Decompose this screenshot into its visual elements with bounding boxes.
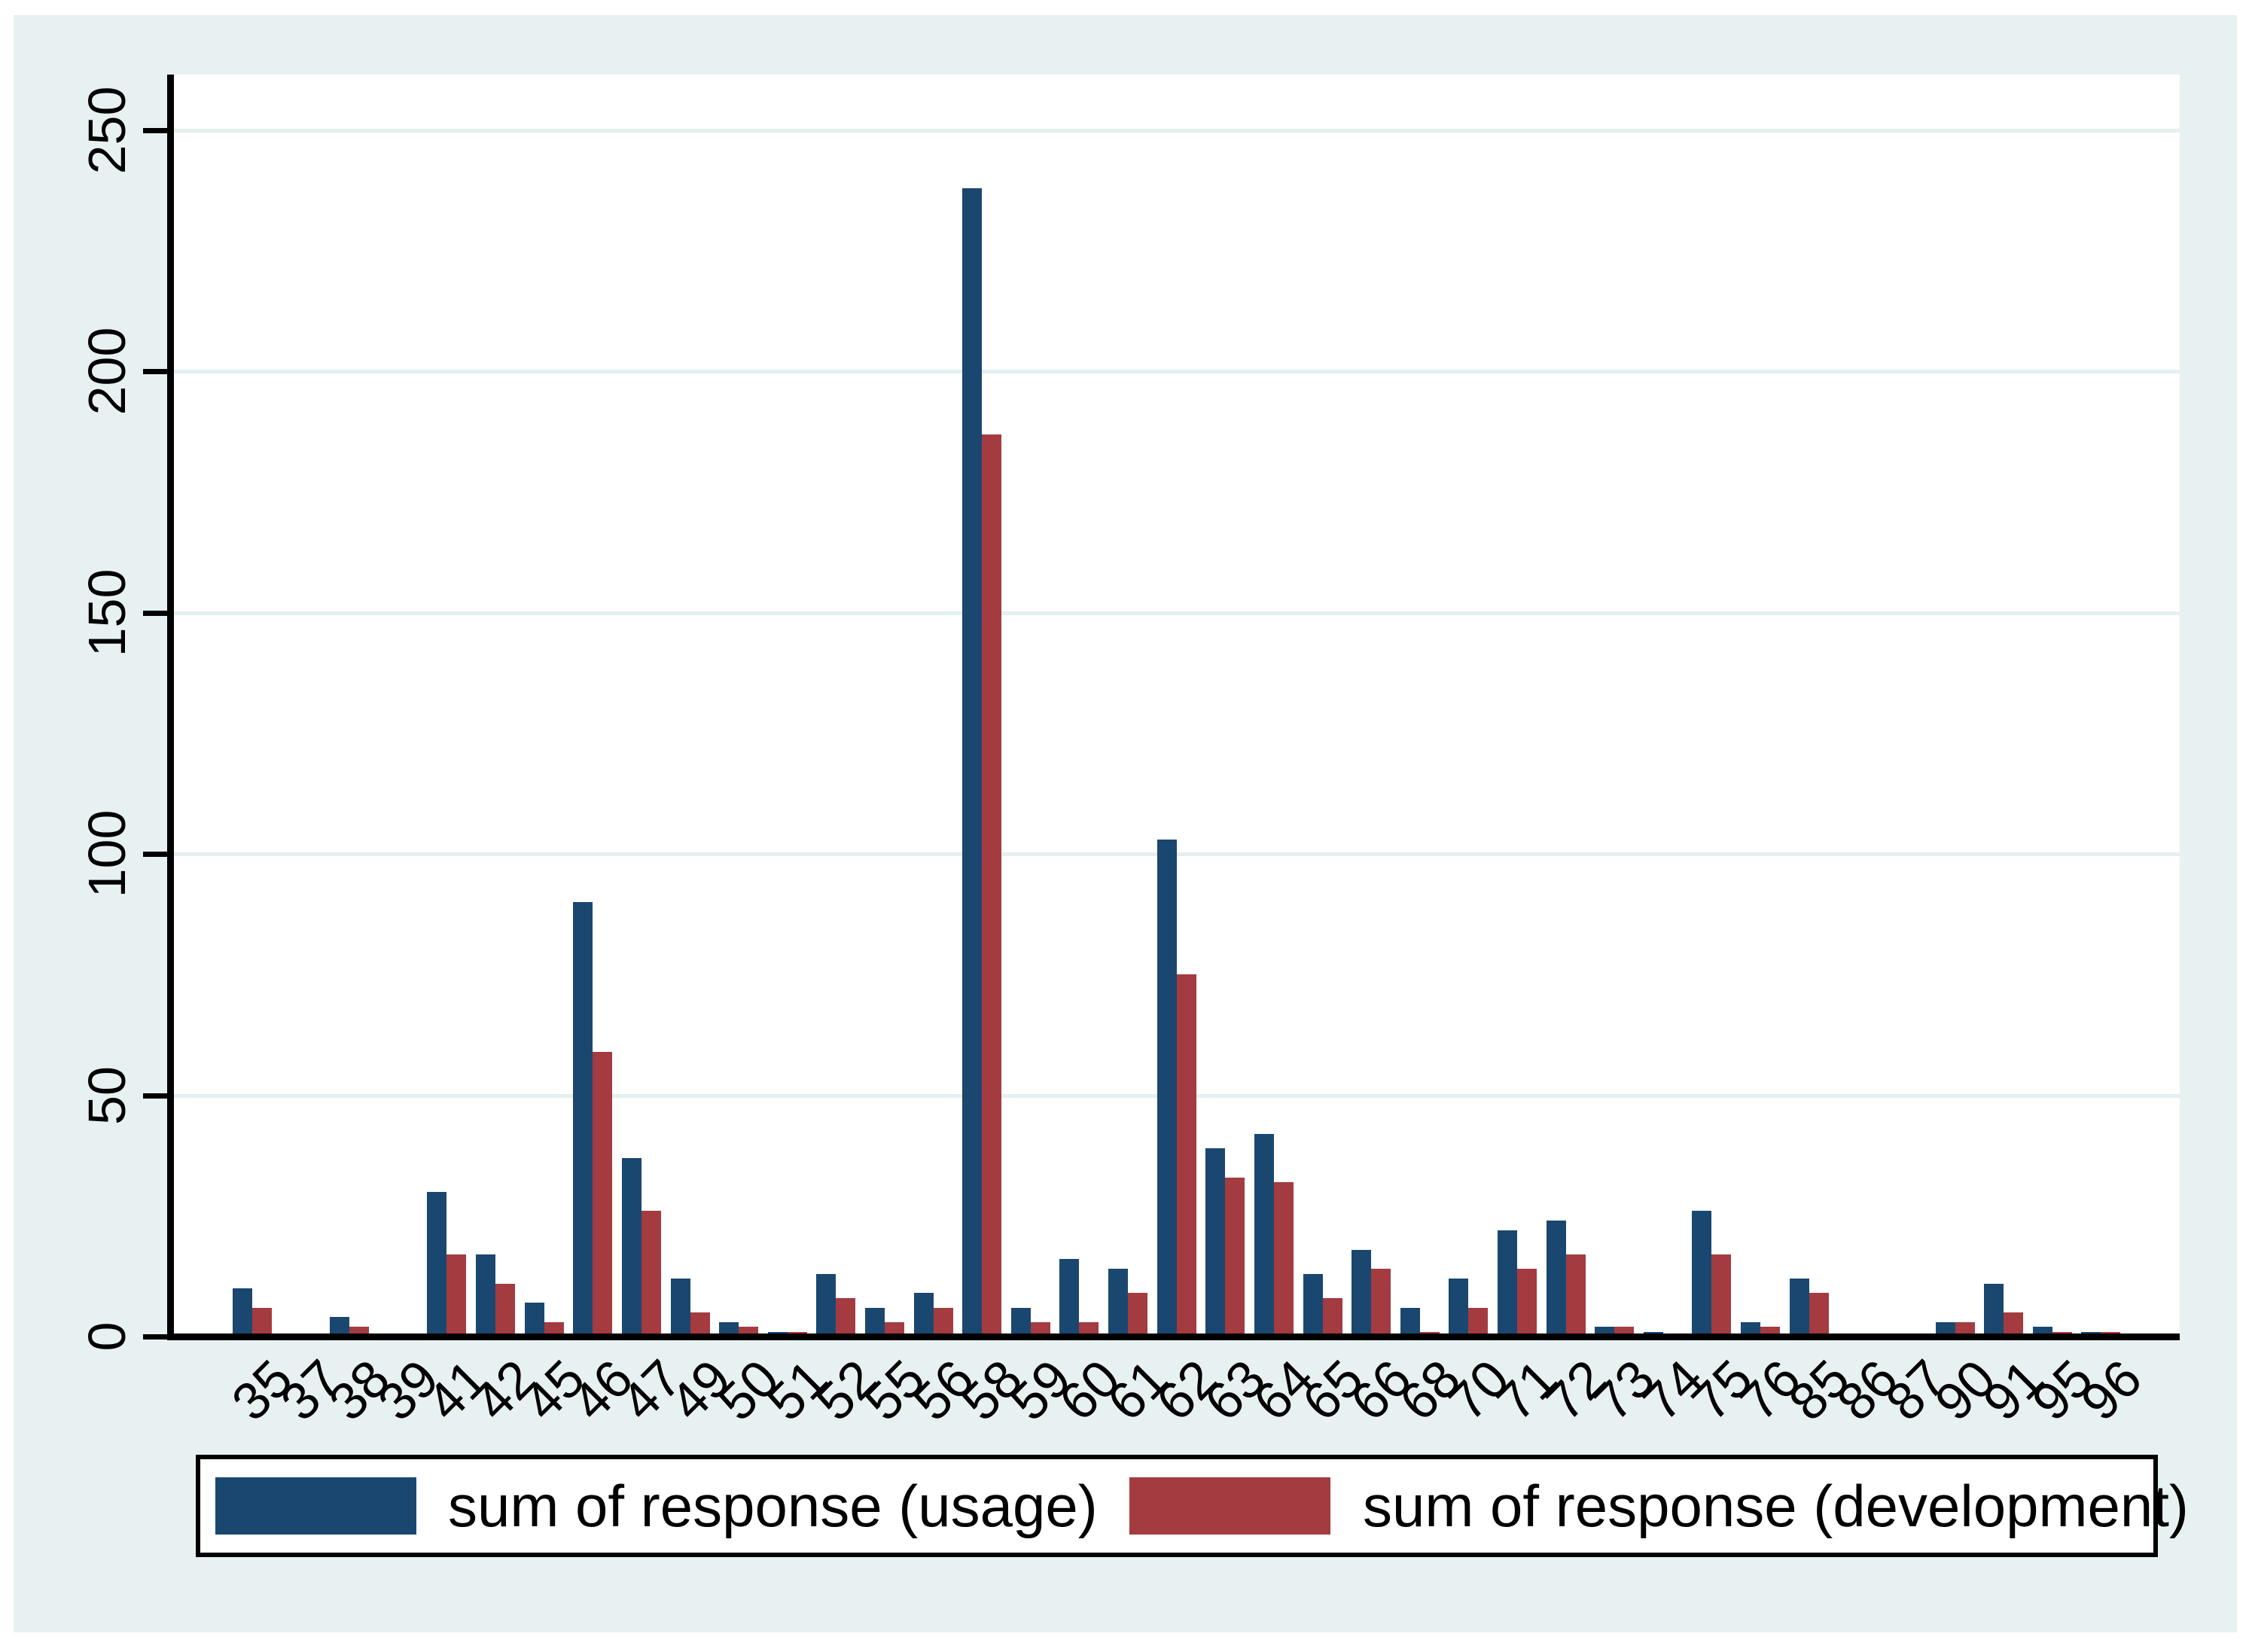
y-tick-label-100: 100 bbox=[78, 809, 136, 898]
bar-usage-85 bbox=[1790, 1279, 1809, 1337]
bar-usage-61 bbox=[1108, 1269, 1128, 1337]
bar-development-41 bbox=[446, 1254, 466, 1337]
bar-usage-50 bbox=[719, 1322, 739, 1337]
bar-usage-41 bbox=[427, 1192, 446, 1337]
y-tick-label-200: 200 bbox=[78, 327, 136, 416]
bar-development-72 bbox=[1566, 1254, 1586, 1337]
y-tick-200 bbox=[143, 369, 167, 375]
bar-usage-91 bbox=[1984, 1284, 2004, 1337]
bar-usage-66 bbox=[1352, 1250, 1371, 1337]
bar-usage-59 bbox=[1011, 1308, 1031, 1337]
legend-swatch-usage bbox=[215, 1477, 416, 1535]
bar-development-66 bbox=[1371, 1269, 1391, 1337]
bar-usage-60 bbox=[1059, 1259, 1079, 1337]
y-tick-label-150: 150 bbox=[78, 568, 136, 657]
bar-usage-47 bbox=[622, 1158, 641, 1337]
bar-development-90 bbox=[1955, 1322, 1975, 1337]
bar-usage-45 bbox=[525, 1303, 544, 1337]
y-tick-150 bbox=[143, 610, 167, 616]
bar-development-55 bbox=[885, 1322, 904, 1337]
y-tick-0 bbox=[143, 1334, 167, 1340]
bar-development-91 bbox=[2004, 1312, 2023, 1337]
bar-development-45 bbox=[544, 1322, 564, 1337]
bar-development-65 bbox=[1323, 1298, 1342, 1337]
legend-swatch-development bbox=[1129, 1477, 1330, 1535]
bar-usage-56 bbox=[914, 1293, 934, 1337]
bar-usage-42 bbox=[476, 1254, 495, 1337]
bar-development-42 bbox=[495, 1284, 515, 1337]
bar-usage-65 bbox=[1303, 1274, 1323, 1337]
y-tick-label-250: 250 bbox=[78, 86, 136, 175]
y-gridline-200 bbox=[173, 370, 2180, 374]
bar-usage-55 bbox=[865, 1308, 885, 1337]
bar-usage-72 bbox=[1547, 1221, 1566, 1337]
y-gridline-150 bbox=[173, 611, 2180, 615]
bar-development-61 bbox=[1128, 1293, 1147, 1337]
bar-development-60 bbox=[1079, 1322, 1099, 1337]
bar-usage-76 bbox=[1741, 1322, 1760, 1337]
bar-development-49 bbox=[690, 1312, 710, 1337]
bar-development-47 bbox=[641, 1211, 661, 1337]
y-gridline-250 bbox=[173, 129, 2180, 133]
x-axis-line bbox=[167, 1333, 2180, 1340]
y-tick-label-50: 50 bbox=[78, 1065, 136, 1125]
y-tick-label-0: 0 bbox=[78, 1321, 136, 1352]
y-axis-line bbox=[167, 75, 174, 1340]
bar-usage-62 bbox=[1157, 840, 1177, 1337]
bar-development-85 bbox=[1809, 1293, 1829, 1337]
bar-development-63 bbox=[1225, 1178, 1245, 1337]
bar-development-59 bbox=[1031, 1322, 1050, 1337]
bar-usage-71 bbox=[1498, 1230, 1517, 1337]
legend-label-development: sum of response (development) bbox=[1363, 1473, 2189, 1539]
y-tick-250 bbox=[143, 128, 167, 133]
bar-usage-70 bbox=[1449, 1279, 1468, 1337]
y-tick-100 bbox=[143, 852, 167, 858]
bar-usage-52 bbox=[816, 1274, 836, 1337]
bar-development-35 bbox=[252, 1308, 272, 1337]
bar-development-62 bbox=[1177, 974, 1196, 1337]
bar-usage-90 bbox=[1936, 1322, 1955, 1337]
legend-label-usage: sum of response (usage) bbox=[448, 1473, 1098, 1539]
bar-development-64 bbox=[1274, 1182, 1294, 1337]
bar-usage-46 bbox=[573, 902, 593, 1337]
y-tick-50 bbox=[143, 1093, 167, 1099]
bar-usage-35 bbox=[233, 1288, 252, 1337]
bar-development-75 bbox=[1711, 1254, 1731, 1337]
bar-development-56 bbox=[934, 1308, 953, 1337]
bar-usage-68 bbox=[1400, 1308, 1420, 1337]
bar-development-58 bbox=[982, 434, 1001, 1337]
bar-usage-63 bbox=[1205, 1148, 1225, 1337]
bar-development-71 bbox=[1517, 1269, 1537, 1337]
legend: sum of response (usage) sum of response (… bbox=[196, 1455, 2189, 1557]
bar-development-52 bbox=[836, 1298, 855, 1337]
bar-usage-64 bbox=[1254, 1134, 1274, 1337]
bar-usage-75 bbox=[1692, 1211, 1711, 1337]
bar-development-70 bbox=[1468, 1308, 1488, 1337]
bar-usage-58 bbox=[962, 188, 982, 1337]
bar-development-46 bbox=[593, 1052, 612, 1337]
bar-usage-49 bbox=[671, 1279, 690, 1337]
bar-usage-38 bbox=[330, 1317, 349, 1337]
